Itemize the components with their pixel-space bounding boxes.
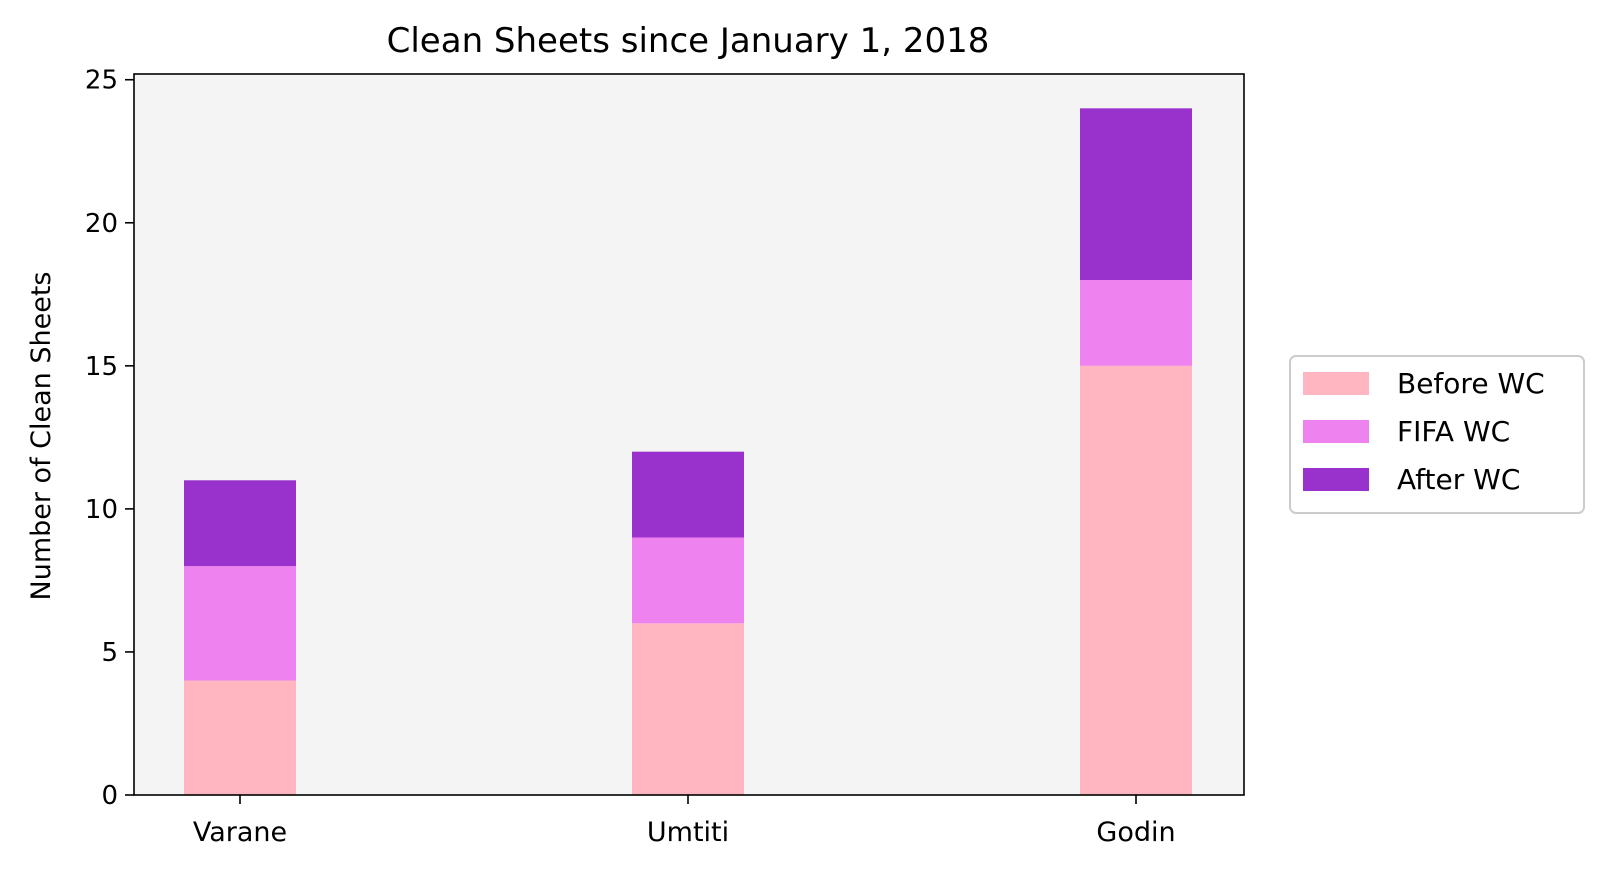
y-tick-label: 25: [85, 66, 118, 96]
bar-umtiti-after-wc: [632, 451, 744, 538]
bar-godin-fifa-wc: [1080, 280, 1192, 366]
y-tick-label: 20: [85, 209, 118, 239]
legend-swatch-before-wc: [1303, 372, 1369, 395]
plot-area: 0 5 10 15 20 25 Varane Umtiti Godin: [85, 66, 1245, 848]
legend: Before WC FIFA WC After WC: [1289, 355, 1585, 514]
x-tick-label: Varane: [193, 817, 287, 848]
legend-label-before-wc: Before WC: [1397, 367, 1545, 400]
x-tick-label: Umtiti: [647, 817, 729, 848]
bar-godin-before-wc: [1080, 365, 1192, 795]
y-axis-label: Number of Clean Sheets: [26, 272, 57, 601]
bar-umtiti-before-wc: [632, 623, 744, 795]
x-tick-label: Godin: [1096, 817, 1175, 848]
bar-umtiti-fifa-wc: [632, 537, 744, 624]
y-tick-label: 0: [101, 781, 118, 811]
y-tick-label: 10: [85, 495, 118, 525]
bar-godin-after-wc: [1080, 108, 1192, 280]
chart-title: Clean Sheets since January 1, 2018: [387, 21, 990, 61]
y-tick-label: 5: [101, 638, 118, 668]
legend-swatch-after-wc: [1303, 468, 1369, 491]
bar-varane-after-wc: [184, 480, 296, 567]
legend-label-fifa-wc: FIFA WC: [1397, 415, 1510, 448]
axes-frame: [133, 73, 1245, 796]
bar-varane-fifa-wc: [184, 566, 296, 681]
bar-varane-before-wc: [184, 680, 296, 795]
y-tick-label: 15: [85, 352, 118, 382]
legend-swatch-fifa-wc: [1303, 420, 1369, 443]
legend-label-after-wc: After WC: [1397, 463, 1520, 496]
